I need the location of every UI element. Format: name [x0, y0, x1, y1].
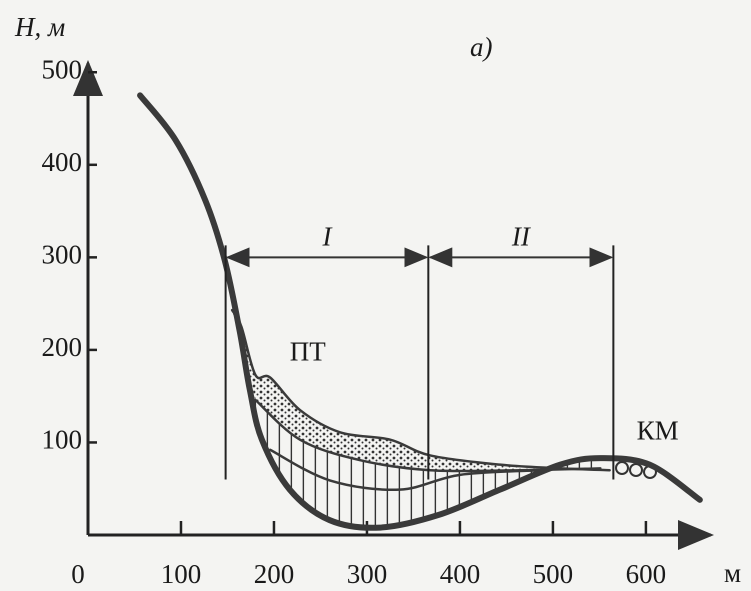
y-tick-label: 200	[42, 332, 83, 362]
annotation: ПТ	[290, 337, 326, 367]
y-axis-label: H, м	[14, 12, 65, 42]
zone-label: I	[321, 222, 333, 252]
x-tick-label: 400	[440, 559, 481, 589]
x-tick-label: 100	[161, 559, 202, 589]
chart-title: а)	[470, 32, 493, 62]
x-tick-label: 600	[626, 559, 667, 589]
annotation: КМ	[637, 415, 679, 445]
profile-line	[230, 308, 611, 472]
x-tick-label: 300	[347, 559, 388, 589]
x-tick-label: 0	[71, 559, 85, 589]
y-tick-label: 500	[42, 54, 83, 84]
y-tick-label: 400	[42, 147, 83, 177]
x-tick-label: 500	[533, 559, 574, 589]
deposit-dotted	[232, 310, 610, 472]
zone-label: II	[511, 222, 532, 252]
y-tick-label: 300	[42, 240, 83, 270]
profile-line	[137, 92, 703, 531]
x-axis-label: м	[724, 558, 741, 588]
profile-line	[269, 448, 542, 492]
y-tick-label: 100	[42, 425, 83, 455]
x-tick-label: 200	[254, 559, 295, 589]
